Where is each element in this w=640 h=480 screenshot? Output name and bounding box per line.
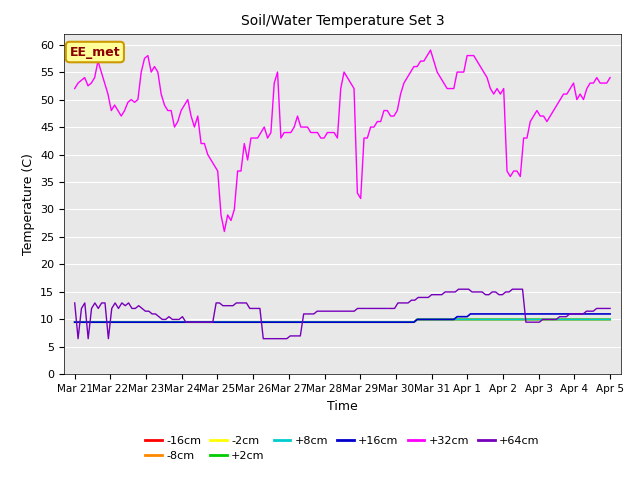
Text: EE_met: EE_met: [70, 46, 120, 59]
Title: Soil/Water Temperature Set 3: Soil/Water Temperature Set 3: [241, 14, 444, 28]
X-axis label: Time: Time: [327, 400, 358, 413]
Legend: -16cm, -8cm, -2cm, +2cm, +8cm, +16cm, +32cm, +64cm: -16cm, -8cm, -2cm, +2cm, +8cm, +16cm, +3…: [141, 431, 544, 466]
Y-axis label: Temperature (C): Temperature (C): [22, 153, 35, 255]
